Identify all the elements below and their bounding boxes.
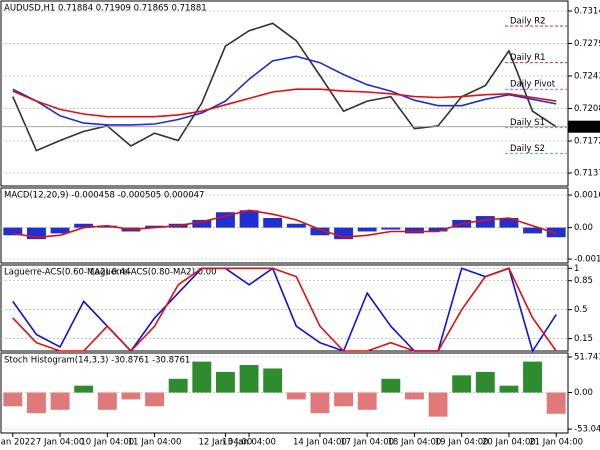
- x-tick-label: 7 Jan 04:00: [36, 438, 84, 448]
- pivot-label: Daily Pivot: [510, 80, 556, 90]
- pivot-label: Daily S1: [510, 118, 545, 128]
- bar: [357, 227, 377, 232]
- bar: [499, 218, 519, 228]
- bar: [357, 392, 377, 410]
- x-tick-label: 17 Jan 04:00: [340, 438, 394, 448]
- x-tick-label: 6 Jan 2022: [0, 438, 36, 448]
- bar: [286, 392, 306, 400]
- bar: [263, 368, 283, 393]
- y-tick-label: 0.72790: [574, 39, 600, 49]
- bar: [475, 371, 495, 393]
- y-tick-label: 0.72435: [574, 71, 600, 81]
- line: [12, 209, 557, 239]
- bar: [239, 365, 259, 393]
- legend-entry: Laguerre-ACS(0.80-MA2) 0.00: [90, 268, 217, 278]
- bar: [145, 225, 165, 228]
- bar: [50, 227, 70, 234]
- x-tick-label: 11 Jan 04:00: [128, 438, 182, 448]
- panel-frame: [0, 0, 569, 187]
- bar: [3, 227, 23, 236]
- y-tick-label: 0.72080: [574, 104, 600, 114]
- bar: [428, 227, 448, 232]
- pivot-label: Daily S2: [510, 144, 545, 154]
- bar: [192, 219, 212, 228]
- bar: [546, 227, 566, 238]
- panel-title: AUDUSD,H1 0.71884 0.71909 0.71865 0.7188…: [4, 4, 207, 14]
- y-tick-label: -53.0497: [574, 425, 600, 435]
- y-tick-label: 1: [574, 264, 579, 274]
- panel-frame: [0, 187, 569, 264]
- x-tick-label: 13 Jan 04:00: [222, 438, 276, 448]
- bar: [97, 392, 117, 410]
- x-tick-label: 10 Jan 04:00: [80, 438, 134, 448]
- x-tick-label: 20 Jan 04:00: [482, 438, 536, 448]
- bar: [263, 218, 283, 228]
- bar: [499, 385, 519, 393]
- x-tick-label: 12 Jan 04:00: [199, 438, 253, 448]
- line: [12, 88, 557, 118]
- x-tick-label: 18 Jan 04:00: [388, 438, 442, 448]
- bar: [310, 227, 330, 236]
- bar: [3, 392, 23, 407]
- y-tick-label: 51.7413: [574, 352, 600, 362]
- panel-title: Stoch Histogram(14,3,3) -30.8761 -30.876…: [4, 356, 190, 366]
- bar: [381, 227, 401, 230]
- y-tick-label: 0.15: [574, 334, 593, 344]
- bar: [404, 392, 424, 400]
- bar: [334, 227, 354, 240]
- current-price-tag: [568, 120, 600, 133]
- line: [12, 22, 557, 152]
- bar: [475, 216, 495, 228]
- bar: [121, 392, 141, 400]
- y-tick-label: 0.71375: [574, 169, 600, 179]
- bar: [381, 378, 401, 393]
- bar: [334, 392, 354, 407]
- x-tick-label: 21 Jan 04:00: [529, 438, 583, 448]
- x-tick-label: 19 Jan 04:00: [435, 438, 489, 448]
- bar: [215, 371, 235, 393]
- line: [12, 267, 557, 353]
- line: [12, 267, 557, 353]
- bar: [452, 375, 472, 393]
- bar: [286, 223, 306, 228]
- panel-frame: [0, 264, 569, 352]
- bar: [428, 392, 448, 417]
- bar: [310, 392, 330, 414]
- bar: [26, 392, 46, 414]
- bar: [145, 392, 165, 407]
- y-tick-label: 0.85: [574, 276, 593, 286]
- bar: [50, 392, 70, 410]
- bar: [168, 378, 188, 393]
- y-tick-label: 0.73145: [574, 6, 600, 16]
- bar: [404, 227, 424, 234]
- bar: [192, 361, 212, 393]
- x-tick-label: 14 Jan 04:00: [293, 438, 347, 448]
- y-tick-label: 0.00: [574, 223, 593, 233]
- y-tick-label: 0.00: [574, 388, 593, 398]
- current-price-label: 0.71881: [570, 122, 600, 132]
- bar: [215, 212, 235, 228]
- legend-entry: Laguerre-ACS(0.60-MA2) 0.44: [4, 268, 131, 278]
- bar: [239, 210, 259, 228]
- y-tick-label: 0.5: [574, 305, 588, 315]
- bar: [97, 225, 117, 228]
- bar: [26, 227, 46, 240]
- bar: [74, 223, 94, 228]
- bar: [523, 227, 543, 234]
- y-tick-label: 0.71725: [574, 136, 600, 146]
- y-tick-label: -0.001636: [574, 255, 600, 265]
- y-tick-label: 0.001696: [574, 191, 600, 201]
- bar: [546, 392, 566, 414]
- bar: [74, 385, 94, 393]
- line: [12, 55, 557, 126]
- bar: [523, 361, 543, 393]
- panel-title: MACD(12,20,9) -0.000458 -0.000505 0.0000…: [4, 191, 204, 201]
- pivot-label: Daily R1: [510, 53, 546, 63]
- pivot-label: Daily R2: [510, 17, 546, 27]
